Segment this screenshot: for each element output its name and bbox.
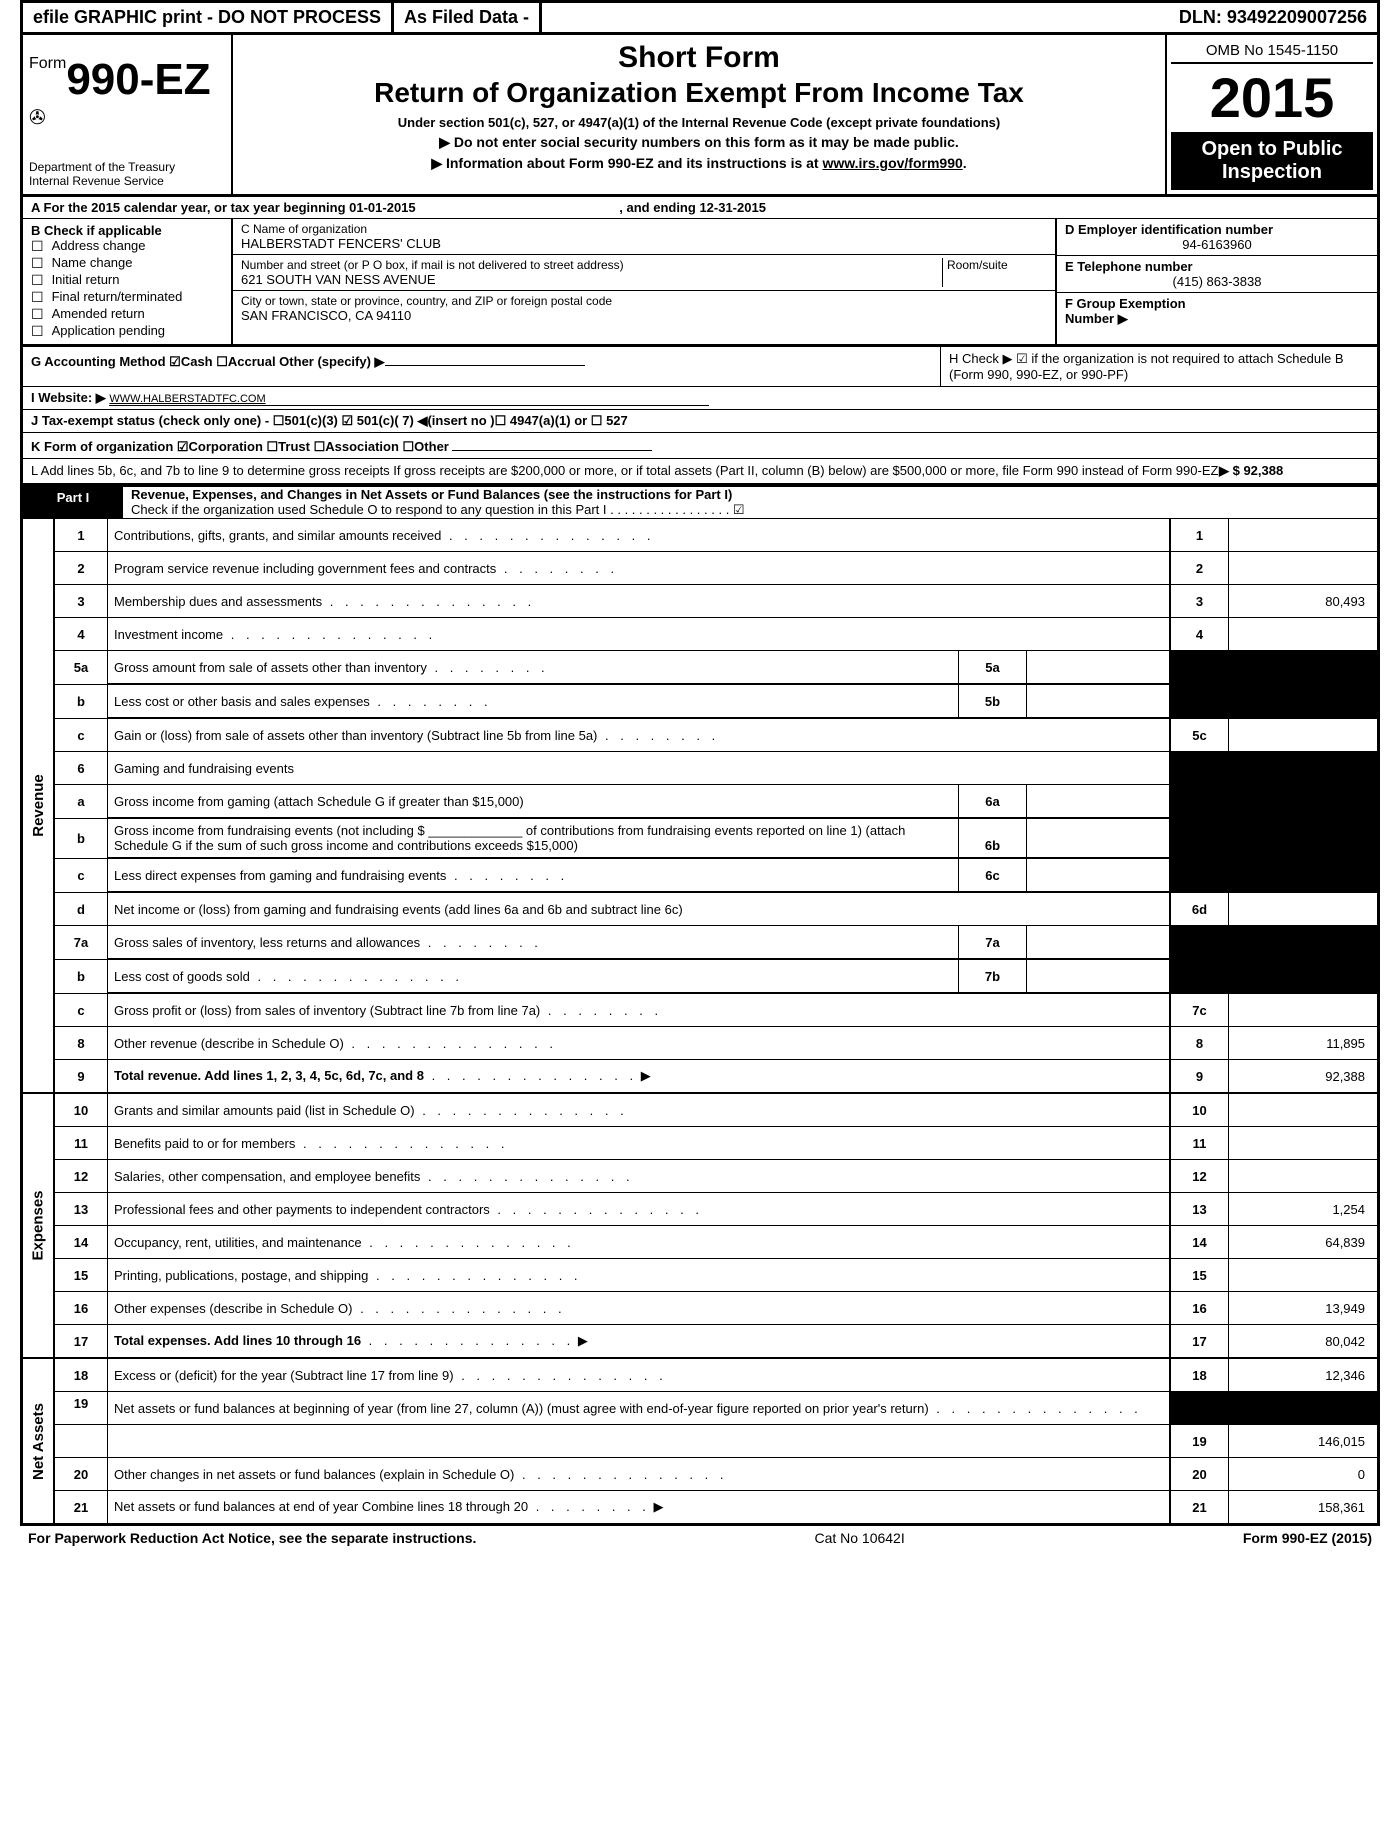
line-l-text: L Add lines 5b, 6c, and 7b to line 9 to … <box>31 463 1219 479</box>
title-1: Short Form <box>243 41 1155 75</box>
check-pending[interactable] <box>31 323 48 340</box>
tax-year: 2015 <box>1171 70 1373 126</box>
footer-left: For Paperwork Reduction Act Notice, see … <box>28 1530 476 1546</box>
check-address[interactable] <box>31 238 48 255</box>
omb-number: OMB No 1545-1150 <box>1171 39 1373 64</box>
open-public-badge: Open to Public Inspection <box>1171 132 1373 190</box>
table-row: 21Net assets or fund balances at end of … <box>55 1491 1377 1524</box>
efile-text: efile GRAPHIC print - DO NOT PROCESS <box>23 3 394 32</box>
form-number: Form990-EZ <box>29 55 225 105</box>
part-check: Check if the organization used Schedule … <box>131 502 1369 518</box>
check-initial[interactable] <box>31 272 48 289</box>
room-label: Room/suite <box>942 258 1047 287</box>
table-row: 8Other revenue (describe in Schedule O)8… <box>55 1027 1377 1060</box>
line-h: H Check ▶ ☑ if the organization is not r… <box>941 347 1377 386</box>
asfiled-text: As Filed Data - <box>394 3 542 32</box>
header-row: Form990-EZ ✇ Department of the Treasury … <box>20 35 1380 197</box>
footer-right: Form 990-EZ (2015) <box>1243 1530 1372 1546</box>
table-row: b Gross income from fundraising events (… <box>55 819 1377 859</box>
table-row: dNet income or (loss) from gaming and fu… <box>55 893 1377 926</box>
street-value: 621 SOUTH VAN NESS AVENUE <box>241 272 942 287</box>
table-row: 9Total revenue. Add lines 1, 2, 3, 4, 5c… <box>55 1060 1377 1093</box>
line-i: I Website: ▶ WWW.HALBERSTADTFC.COM <box>20 387 1380 410</box>
table-row: 19 Net assets or fund balances at beginn… <box>55 1392 1377 1425</box>
table-row: 12Salaries, other compensation, and empl… <box>55 1160 1377 1193</box>
table-row: 1Contributions, gifts, grants, and simil… <box>55 519 1377 552</box>
line-a: A For the 2015 calendar year, or tax yea… <box>20 197 1380 219</box>
seal-icon: ✇ <box>29 105 225 130</box>
part-label: Part I <box>23 487 123 518</box>
box-c: C Name of organization HALBERSTADT FENCE… <box>233 219 1055 344</box>
part-1-header: Part I Revenue, Expenses, and Changes in… <box>20 485 1380 519</box>
table-row: 14Occupancy, rent, utilities, and mainte… <box>55 1226 1377 1259</box>
table-row: 15Printing, publications, postage, and s… <box>55 1259 1377 1292</box>
c-name-label: C Name of organization <box>241 222 1047 236</box>
table-row: 11Benefits paid to or for members11 <box>55 1127 1377 1160</box>
title-2: Return of Organization Exempt From Incom… <box>243 77 1155 109</box>
box-bcd: B Check if applicable Address change Nam… <box>20 219 1380 347</box>
form-footer: For Paperwork Reduction Act Notice, see … <box>20 1526 1380 1550</box>
box-def: D Employer identification number 94-6163… <box>1055 219 1377 344</box>
dln-text: DLN: 93492209007256 <box>1169 3 1377 32</box>
table-row: 4Investment income4 <box>55 618 1377 651</box>
table-row: 7a Gross sales of inventory, less return… <box>55 926 1377 960</box>
phone-value: (415) 863-3838 <box>1065 274 1369 289</box>
line-k: K Form of organization ☑Corporation ☐Tru… <box>20 433 1380 459</box>
netassets-label: Net Assets <box>30 1403 47 1480</box>
table-row: 18Excess or (deficit) for the year (Subt… <box>55 1359 1377 1392</box>
part-title: Revenue, Expenses, and Changes in Net As… <box>131 487 1369 502</box>
table-row: c Less direct expenses from gaming and f… <box>55 859 1377 893</box>
table-row: 17Total expenses. Add lines 10 through 1… <box>55 1325 1377 1358</box>
f-label-2: Number ▶ <box>1065 311 1128 326</box>
check-final[interactable] <box>31 289 48 306</box>
expenses-section: Expenses 10Grants and similar amounts pa… <box>20 1094 1380 1359</box>
table-row: 2Program service revenue including gover… <box>55 552 1377 585</box>
table-row: 16Other expenses (describe in Schedule O… <box>55 1292 1377 1325</box>
e-label: E Telephone number <box>1065 259 1369 274</box>
table-row: 20Other changes in net assets or fund ba… <box>55 1458 1377 1491</box>
table-row: 3Membership dues and assessments380,493 <box>55 585 1377 618</box>
city-value: SAN FRANCISCO, CA 94110 <box>241 308 1047 323</box>
dept-1: Department of the Treasury <box>29 160 225 174</box>
irs-link[interactable]: www.irs.gov/form990 <box>822 155 962 171</box>
table-row: cGain or (loss) from sale of assets othe… <box>55 719 1377 752</box>
table-row: 5a Gross amount from sale of assets othe… <box>55 651 1377 685</box>
check-name[interactable] <box>31 255 48 272</box>
table-row: a Gross income from gaming (attach Sched… <box>55 785 1377 819</box>
line-j: J Tax-exempt status (check only one) - ☐… <box>20 410 1380 433</box>
subtitle: Under section 501(c), 527, or 4947(a)(1)… <box>243 115 1155 130</box>
dept-2: Internal Revenue Service <box>29 174 225 188</box>
website-link[interactable]: WWW.HALBERSTADTFC.COM <box>109 393 265 405</box>
street-label: Number and street (or P O box, if mail i… <box>241 258 942 272</box>
revenue-label: Revenue <box>30 774 47 837</box>
table-row: 13Professional fees and other payments t… <box>55 1193 1377 1226</box>
line-g: G Accounting Method ☑Cash ☐Accrual Other… <box>31 351 932 370</box>
check-amended[interactable] <box>31 306 48 323</box>
table-row: 6Gaming and fundraising events <box>55 752 1377 785</box>
expenses-label: Expenses <box>30 1190 47 1260</box>
table-row: 10Grants and similar amounts paid (list … <box>55 1094 1377 1127</box>
footer-mid: Cat No 10642I <box>814 1530 904 1546</box>
revenue-section: Revenue 1Contributions, gifts, grants, a… <box>20 519 1380 1094</box>
box-b: B Check if applicable Address change Nam… <box>23 219 233 344</box>
top-bar: efile GRAPHIC print - DO NOT PROCESS As … <box>20 0 1380 35</box>
table-row: cGross profit or (loss) from sales of in… <box>55 994 1377 1027</box>
table-row: 19146,015 <box>55 1425 1377 1458</box>
warn-1: ▶ Do not enter social security numbers o… <box>243 134 1155 151</box>
line-l-amount: ▶ $ 92,388 <box>1219 463 1369 479</box>
netassets-section: Net Assets 18Excess or (deficit) for the… <box>20 1359 1380 1526</box>
form-page: efile GRAPHIC print - DO NOT PROCESS As … <box>0 0 1400 1590</box>
city-label: City or town, state or province, country… <box>241 294 1047 308</box>
f-label-1: F Group Exemption <box>1065 296 1186 311</box>
ein-value: 94-6163960 <box>1065 237 1369 252</box>
table-row: b Less cost or other basis and sales exp… <box>55 685 1377 719</box>
org-name: HALBERSTADT FENCERS' CLUB <box>241 236 1047 251</box>
warn-2: ▶ Information about Form 990-EZ and its … <box>243 155 1155 172</box>
d-label: D Employer identification number <box>1065 222 1369 237</box>
table-row: b Less cost of goods sold7b <box>55 960 1377 994</box>
